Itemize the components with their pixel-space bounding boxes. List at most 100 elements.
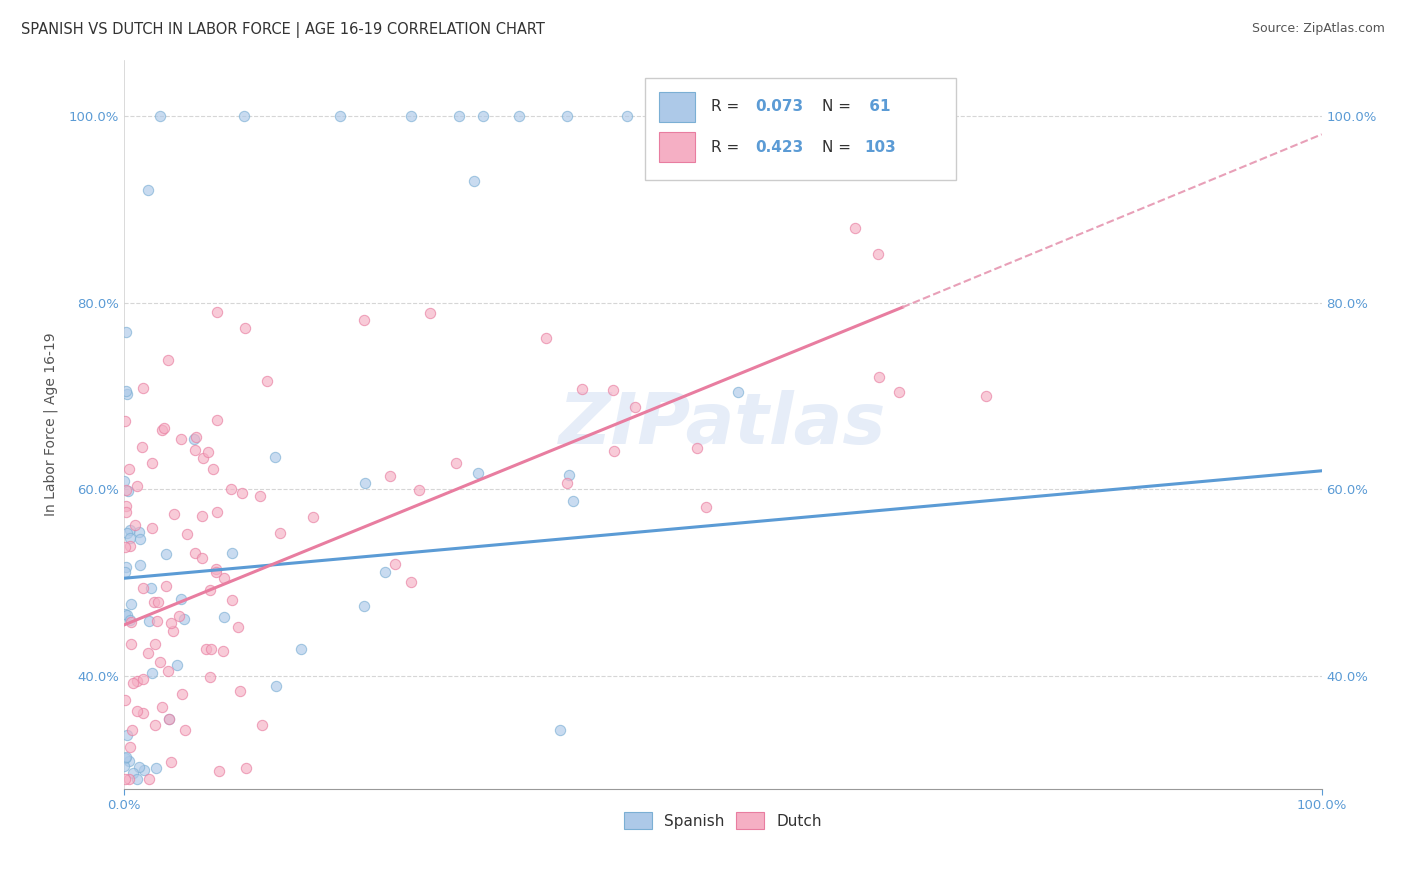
Dutch bbox=[118, 462, 141, 476]
Dutch bbox=[145, 615, 167, 629]
Dutch bbox=[184, 442, 207, 457]
Spanish bbox=[183, 432, 205, 446]
Spanish bbox=[115, 559, 138, 574]
Dutch bbox=[170, 432, 193, 446]
Spanish bbox=[115, 526, 138, 541]
Dutch bbox=[118, 772, 141, 787]
Dutch bbox=[156, 352, 179, 367]
Text: SPANISH VS DUTCH IN LABOR FORCE | AGE 16-19 CORRELATION CHART: SPANISH VS DUTCH IN LABOR FORCE | AGE 16… bbox=[21, 22, 546, 38]
Spanish bbox=[157, 712, 180, 726]
Spanish bbox=[290, 642, 312, 657]
Dutch bbox=[114, 540, 136, 554]
Spanish bbox=[115, 750, 138, 764]
Dutch bbox=[205, 413, 228, 427]
Dutch bbox=[138, 772, 160, 787]
Spanish bbox=[120, 531, 142, 545]
Dutch bbox=[163, 508, 186, 522]
Dutch bbox=[124, 518, 146, 533]
Spanish bbox=[616, 109, 638, 123]
Dutch bbox=[194, 642, 217, 657]
Spanish bbox=[114, 751, 136, 765]
Spanish bbox=[115, 608, 138, 623]
Spanish bbox=[122, 765, 145, 780]
Dutch bbox=[378, 469, 401, 483]
Text: 61: 61 bbox=[865, 100, 890, 114]
FancyBboxPatch shape bbox=[645, 78, 956, 180]
Dutch bbox=[401, 574, 423, 589]
Spanish bbox=[118, 754, 141, 768]
Dutch bbox=[176, 527, 198, 541]
Dutch bbox=[212, 644, 235, 658]
Dutch bbox=[114, 692, 136, 706]
Text: Source: ZipAtlas.com: Source: ZipAtlas.com bbox=[1251, 22, 1385, 36]
Dutch bbox=[624, 400, 647, 414]
Spanish bbox=[112, 759, 135, 773]
Dutch bbox=[868, 370, 890, 384]
Y-axis label: In Labor Force | Age 16-19: In Labor Force | Age 16-19 bbox=[44, 332, 58, 516]
Spanish bbox=[562, 494, 585, 508]
Dutch bbox=[125, 479, 148, 493]
Text: ZIPatlas: ZIPatlas bbox=[560, 390, 887, 458]
Dutch bbox=[184, 546, 207, 560]
Dutch bbox=[132, 581, 155, 595]
Dutch bbox=[446, 456, 468, 470]
Dutch bbox=[807, 109, 830, 123]
Dutch bbox=[156, 665, 179, 679]
Dutch bbox=[143, 595, 166, 609]
Dutch bbox=[190, 509, 212, 524]
Dutch bbox=[866, 247, 889, 261]
Dutch bbox=[219, 482, 242, 496]
Spanish bbox=[463, 174, 485, 188]
Dutch bbox=[157, 713, 180, 727]
Dutch bbox=[269, 525, 291, 540]
Dutch bbox=[120, 539, 142, 553]
Dutch bbox=[221, 593, 243, 607]
Dutch bbox=[121, 723, 143, 738]
Dutch bbox=[190, 551, 212, 566]
Text: N =: N = bbox=[823, 139, 851, 154]
Dutch bbox=[197, 445, 219, 459]
Dutch bbox=[200, 582, 222, 597]
Dutch bbox=[408, 483, 430, 498]
Spanish bbox=[353, 599, 375, 613]
Spanish bbox=[128, 525, 150, 540]
Spanish bbox=[170, 592, 193, 607]
Dutch bbox=[226, 620, 249, 634]
Spanish bbox=[129, 558, 152, 573]
Spanish bbox=[166, 657, 188, 672]
Dutch bbox=[205, 562, 228, 576]
Spanish bbox=[117, 483, 139, 498]
Dutch bbox=[167, 608, 190, 623]
Bar bbox=[659, 133, 696, 161]
Dutch bbox=[114, 499, 136, 513]
Dutch bbox=[207, 764, 229, 778]
Spanish bbox=[263, 450, 285, 465]
Legend: Spanish, Dutch: Spanish, Dutch bbox=[619, 805, 828, 836]
Spanish bbox=[467, 466, 489, 480]
Dutch bbox=[115, 505, 138, 519]
Text: 0.073: 0.073 bbox=[755, 100, 803, 114]
Dutch bbox=[160, 755, 183, 769]
Spanish bbox=[134, 764, 156, 778]
Dutch bbox=[162, 624, 184, 638]
Dutch bbox=[143, 637, 166, 651]
Dutch bbox=[198, 670, 221, 684]
Dutch bbox=[141, 521, 163, 535]
Dutch bbox=[191, 450, 214, 465]
Text: R =: R = bbox=[711, 100, 744, 114]
Dutch bbox=[120, 637, 142, 651]
Dutch bbox=[212, 571, 235, 585]
Dutch bbox=[419, 306, 441, 320]
Dutch bbox=[131, 672, 153, 686]
Text: 103: 103 bbox=[865, 139, 896, 154]
Spanish bbox=[664, 109, 686, 123]
Dutch bbox=[555, 475, 578, 490]
Dutch bbox=[131, 440, 153, 454]
Spanish bbox=[558, 467, 581, 482]
Dutch bbox=[120, 615, 142, 630]
Dutch bbox=[145, 717, 167, 731]
Spanish bbox=[212, 610, 235, 624]
Dutch bbox=[231, 486, 253, 500]
Text: 0.423: 0.423 bbox=[755, 139, 803, 154]
Dutch bbox=[686, 441, 709, 455]
